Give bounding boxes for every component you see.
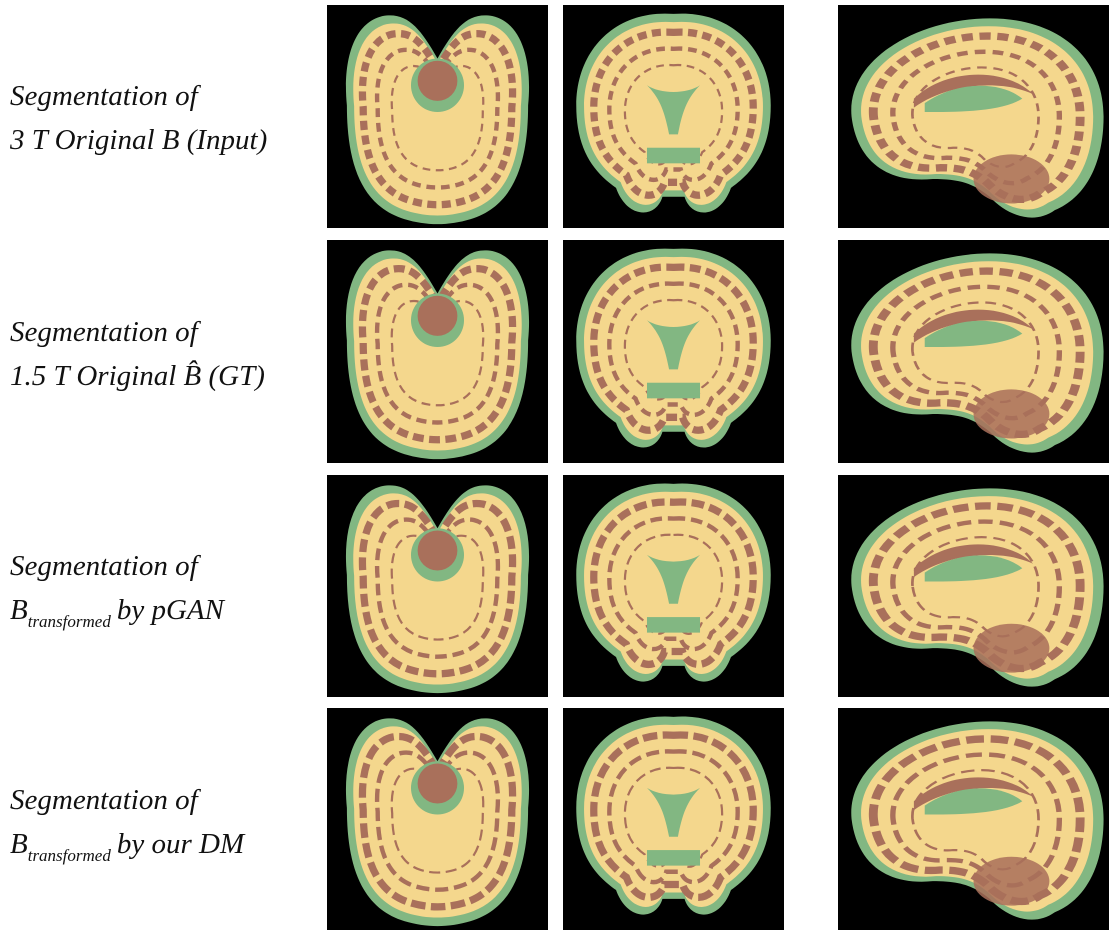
- cerebellum: [974, 154, 1050, 203]
- brain-panel: [327, 5, 548, 228]
- brainstem-csf: [647, 148, 700, 164]
- figure: Segmentation of 3 T Original B (Input) S…: [0, 0, 1109, 930]
- brain-panel: [563, 475, 784, 697]
- label-rest: by pGAN: [117, 594, 224, 626]
- brain-panel: [838, 5, 1109, 228]
- label-line: Segmentation of: [10, 778, 320, 822]
- brainstem: [418, 296, 458, 336]
- brain-panel: [327, 240, 548, 463]
- cerebellum: [974, 389, 1050, 438]
- brainstem-csf: [647, 850, 700, 866]
- label-base: B: [10, 594, 28, 626]
- row-label: Segmentation of 3 T Original B (Input): [10, 74, 320, 162]
- brain-panel: [563, 5, 784, 228]
- label-subscript: transformed: [28, 846, 111, 865]
- label-line: Segmentation of: [10, 310, 320, 354]
- brain-panel: [563, 240, 784, 463]
- cerebellum: [974, 624, 1050, 673]
- brain-panel: [327, 475, 548, 697]
- label-line: Btransformed by pGAN: [10, 588, 320, 644]
- label-line: 3 T Original B (Input): [10, 118, 320, 162]
- brain-panel: [327, 708, 548, 930]
- label-line: 1.5 T Original B̂ (GT): [10, 354, 320, 398]
- label-subscript: transformed: [28, 612, 111, 631]
- label-line: Segmentation of: [10, 74, 320, 118]
- row-label: Segmentation of 1.5 T Original B̂ (GT): [10, 310, 320, 398]
- brainstem-csf: [647, 617, 700, 633]
- label-base: B: [10, 828, 28, 860]
- brainstem: [418, 61, 458, 101]
- brain-panel: [838, 708, 1109, 930]
- brainstem-csf: [647, 383, 700, 399]
- brain-panel: [838, 240, 1109, 463]
- row-label: Segmentation of Btransformed by pGAN: [10, 544, 320, 644]
- label-line: Segmentation of: [10, 544, 320, 588]
- label-line: Btransformed by our DM: [10, 822, 320, 878]
- brain-panel: [838, 475, 1109, 697]
- brainstem: [418, 764, 458, 804]
- label-rest: by our DM: [117, 828, 244, 860]
- row-label: Segmentation of Btransformed by our DM: [10, 778, 320, 878]
- brainstem: [418, 531, 458, 571]
- brain-panel: [563, 708, 784, 930]
- cerebellum: [974, 857, 1050, 906]
